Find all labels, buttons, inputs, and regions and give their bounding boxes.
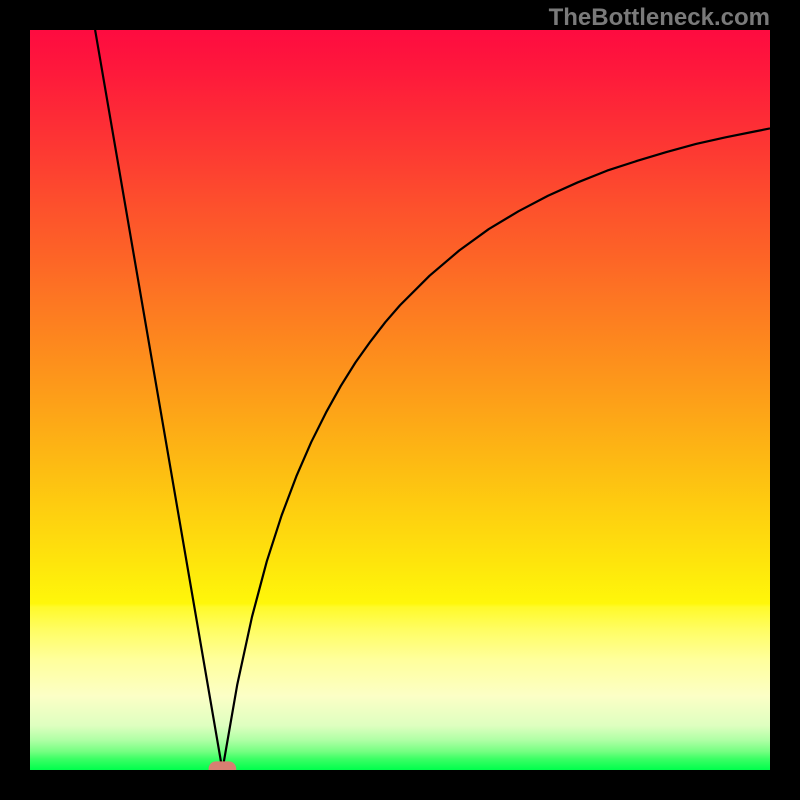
- chart-gradient-background: [30, 30, 770, 770]
- bottleneck-chart: [0, 0, 800, 800]
- chart-container: TheBottleneck.com: [0, 0, 800, 800]
- attribution-watermark: TheBottleneck.com: [549, 4, 770, 32]
